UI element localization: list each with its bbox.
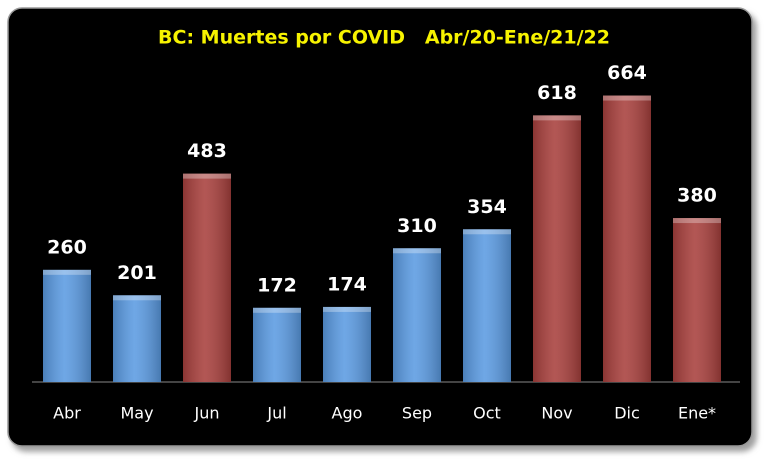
value-label: 260 <box>47 236 87 258</box>
value-label: 201 <box>117 262 157 284</box>
bar-highlight <box>673 218 721 224</box>
x-tick-label: May <box>120 404 153 423</box>
value-label: 310 <box>397 215 437 237</box>
x-tick-label: Ago <box>332 404 363 423</box>
bar-shading <box>183 173 231 382</box>
bar-highlight <box>533 115 581 121</box>
bar-shading <box>673 218 721 382</box>
chart-title: BC: Muertes por COVID Abr/20-Ene/21/22 <box>158 27 610 49</box>
bar-shading <box>43 269 91 382</box>
bar-highlight <box>323 306 371 312</box>
x-tick-label: Dic <box>614 404 640 423</box>
x-tick-label: Nov <box>541 404 572 423</box>
value-label: 618 <box>537 82 577 104</box>
bar-shading <box>463 229 511 382</box>
x-tick-label: Ene* <box>678 404 716 423</box>
x-tick-label: Sep <box>402 404 432 423</box>
value-label: 664 <box>607 62 647 84</box>
bar-shading <box>253 307 301 382</box>
value-label: 354 <box>467 196 507 218</box>
x-tick-label: Oct <box>473 404 501 423</box>
bar-highlight <box>393 248 441 254</box>
bar-highlight <box>183 173 231 179</box>
x-tick-label: Jun <box>194 404 220 423</box>
value-label: 174 <box>327 273 367 295</box>
x-tick-label: Abr <box>53 404 81 423</box>
bar-highlight <box>113 295 161 301</box>
bar-highlight <box>603 95 651 101</box>
bar-shading <box>603 95 651 382</box>
value-label: 172 <box>257 274 297 296</box>
bar-highlight <box>43 269 91 275</box>
x-tick-label: Jul <box>266 404 286 423</box>
bar-highlight <box>253 307 301 313</box>
bar-shading <box>113 295 161 382</box>
bar-highlight <box>463 229 511 235</box>
bar-shading <box>533 115 581 383</box>
bar-shading <box>393 248 441 382</box>
bar-shading <box>323 306 371 382</box>
value-label: 483 <box>187 140 227 162</box>
value-label: 380 <box>677 185 717 207</box>
